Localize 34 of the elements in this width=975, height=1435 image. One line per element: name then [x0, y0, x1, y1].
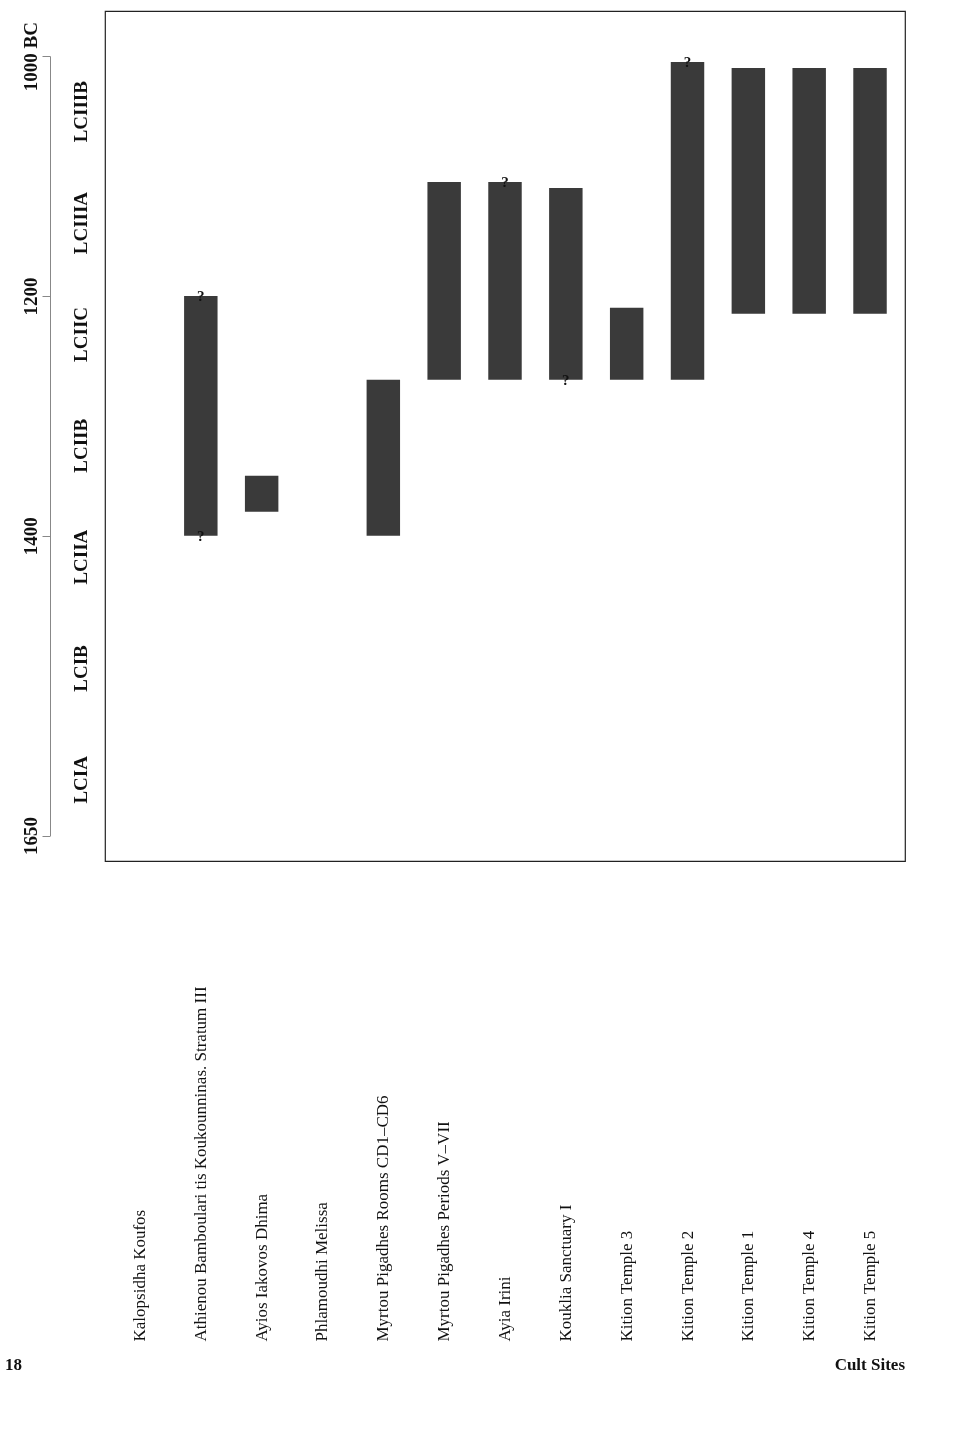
bar — [366, 379, 401, 536]
text: LCIA — [70, 755, 91, 804]
x-tick-label: Phlamoudhi Melissa — [312, 1201, 332, 1342]
bar — [244, 475, 279, 512]
bar — [792, 68, 826, 314]
x-tick-label: Kition Temple 4 — [799, 1230, 819, 1342]
x-tick-label: Kition Temple 2 — [677, 1230, 697, 1342]
bar — [853, 68, 887, 314]
text: LCIIB — [70, 418, 91, 473]
x-tick-label: Kition Temple 1 — [738, 1230, 758, 1342]
bar — [427, 181, 461, 380]
text: LCIIIA — [70, 191, 91, 255]
text: LCIIIB — [70, 80, 91, 143]
y-tick-label: 1400 — [19, 517, 41, 556]
y-tick-label: 1000 BC — [19, 21, 41, 92]
text: LCIB — [70, 644, 91, 692]
annotation: ? — [197, 287, 205, 304]
text: LCIIC — [70, 306, 91, 362]
bar — [731, 68, 766, 314]
x-tick-label: Kalopsidha Koufos — [129, 1209, 149, 1342]
x-tick-label: Kition Temple 3 — [616, 1230, 636, 1342]
x-tick-label: Myrtou Pigadhes Periods V–VII — [434, 1120, 454, 1342]
text: Cult Sites — [834, 1355, 906, 1374]
y-tick-label: 1200 — [19, 277, 41, 316]
x-tick-label: Kouklia Sanctuary I — [555, 1204, 575, 1342]
x-tick-label: Myrtou Pigadhes Rooms CD1–CD6 — [373, 1095, 393, 1342]
x-tick-label: Ayios Iakovos Dhima — [251, 1193, 271, 1342]
text: 18 — [5, 1355, 22, 1374]
x-tick-label: Kition Temple 5 — [860, 1230, 880, 1342]
x-tick-label: Athienou Bamboulari tis Koukounninas. Stratum III — [190, 986, 210, 1342]
y-tick-label: 1650 — [19, 817, 41, 855]
x-tick-label: Ayia Irini — [495, 1276, 514, 1342]
bar — [609, 307, 644, 380]
text: LCIIA — [70, 529, 91, 585]
